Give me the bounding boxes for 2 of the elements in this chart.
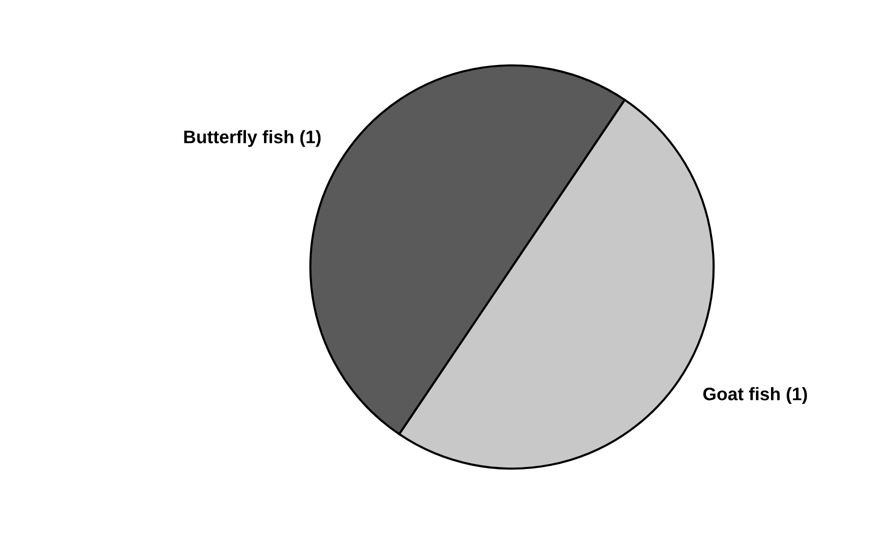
slice-label: Butterfly fish (1) [184,130,321,147]
slice-label: Goat fish (1) [703,387,807,404]
